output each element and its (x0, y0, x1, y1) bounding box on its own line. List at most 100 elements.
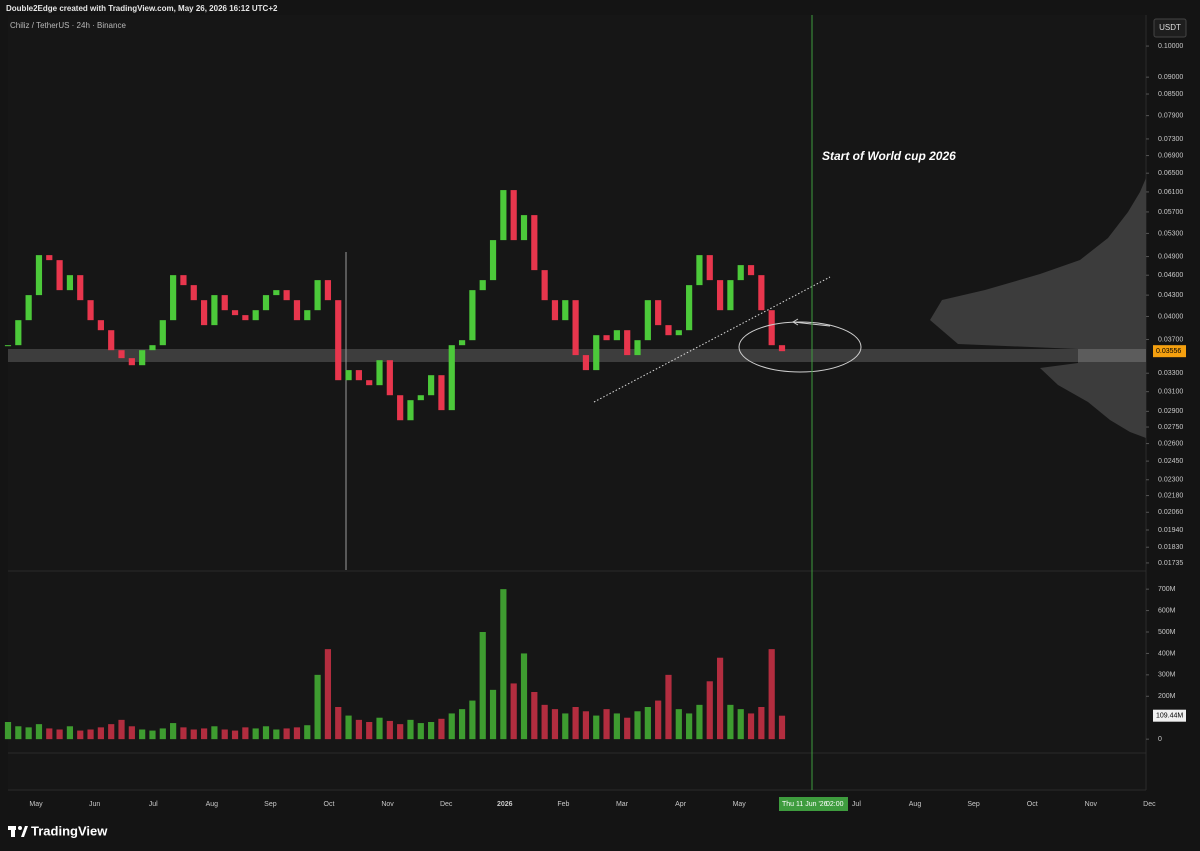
candle (531, 215, 538, 271)
volume-bar (531, 692, 538, 740)
volume-bar (376, 717, 383, 740)
volume-bar (139, 729, 146, 740)
candle (778, 345, 786, 352)
y-tick-label: 0.08500 (1158, 91, 1183, 98)
y-tick-label: 0.02750 (1158, 424, 1183, 431)
plot-area (8, 15, 1146, 790)
volume-bar (242, 727, 249, 740)
volume-bar (366, 722, 373, 740)
y-tick-label: 0.03300 (1158, 370, 1183, 377)
y-tick-label: 0.06500 (1158, 170, 1183, 177)
candle (686, 285, 693, 331)
candle (25, 295, 32, 321)
candle (87, 300, 94, 321)
volume-bar (293, 727, 301, 740)
y-tick-label: 0.02450 (1158, 458, 1183, 465)
candle (634, 340, 641, 356)
volume-bar (489, 689, 497, 740)
candle (211, 295, 218, 326)
candle (242, 315, 249, 321)
volume-bar (386, 720, 393, 740)
volume-bar (273, 729, 280, 740)
candle (355, 370, 362, 381)
candle (624, 330, 631, 356)
candle (562, 300, 569, 321)
candle (252, 310, 259, 321)
volume-bar (706, 681, 713, 740)
logo-icon (8, 826, 28, 837)
volume-bar (448, 713, 455, 740)
volume-bar (97, 727, 104, 740)
candle (768, 310, 775, 346)
volume-bar (675, 709, 682, 740)
volume-bar (438, 718, 445, 740)
logo[interactable]: TradingView (31, 823, 108, 838)
y-tick-label: 0.10000 (1158, 43, 1183, 50)
y-tick-label: 0.05300 (1158, 230, 1183, 237)
volume-bar (644, 707, 651, 740)
y-tick-label: 0.03100 (1158, 389, 1183, 396)
x-tick-label: Mar (616, 801, 629, 808)
volume-bar (593, 715, 600, 740)
volume-bar (541, 704, 548, 740)
volume-bar (262, 726, 270, 740)
candle (262, 295, 270, 311)
volume-bar (128, 726, 135, 740)
candle (716, 280, 724, 311)
volume-bar (686, 713, 693, 740)
x-tick-label: Apr (675, 801, 687, 808)
volume-bar (159, 728, 166, 740)
x-tick-label: Nov (1085, 801, 1098, 808)
y-tick-label: 0.07300 (1158, 136, 1183, 143)
candle (572, 300, 579, 356)
candle (551, 300, 559, 321)
footer (0, 815, 1200, 851)
candle (139, 350, 146, 366)
candle (366, 380, 373, 386)
volume-bar (56, 729, 63, 740)
candle (273, 290, 280, 296)
volume-bar (25, 727, 32, 740)
volume-bar (108, 724, 115, 740)
volume-bar (469, 700, 476, 740)
current-volume: 109.44M (1156, 713, 1183, 720)
y-tick-label: 0.06900 (1158, 152, 1183, 159)
volume-bar (624, 717, 631, 740)
volume-bar (500, 589, 507, 740)
y-tick-label: 0.04600 (1158, 272, 1183, 279)
candle (655, 300, 662, 326)
volume-bar (603, 709, 610, 740)
candle (376, 360, 383, 386)
volume-bar (696, 704, 703, 740)
candle (283, 290, 290, 301)
candle (479, 280, 486, 291)
y-tick-label: 0.02180 (1158, 492, 1183, 499)
volume-bar (283, 728, 290, 740)
volume-bar (665, 674, 672, 740)
price-box (1153, 345, 1186, 358)
candle (417, 395, 424, 401)
volume-bar (252, 728, 259, 740)
volume-bar (768, 649, 775, 740)
credit: Double2Edge created with TradingView.com… (6, 4, 278, 13)
volume-bar (304, 725, 311, 740)
candle (727, 280, 734, 311)
candle (180, 275, 187, 286)
candle (510, 190, 517, 241)
currency-box[interactable] (1153, 18, 1187, 38)
candle (190, 285, 197, 301)
volume-bar (66, 726, 74, 740)
x-tick-label: Feb (557, 801, 569, 808)
candle (593, 335, 600, 371)
currency[interactable]: USDT (1159, 23, 1181, 32)
x-tick-label: Oct (1027, 801, 1038, 808)
volume-bar (727, 704, 734, 740)
volume-bar (221, 729, 228, 740)
candle (386, 360, 393, 396)
volume-bar (613, 713, 620, 740)
x-tick-label: 2026 (497, 801, 513, 808)
volume-bar (324, 649, 332, 740)
volume-bar (149, 730, 156, 740)
x-tick-label: Jul (852, 801, 861, 808)
candle (458, 340, 466, 346)
